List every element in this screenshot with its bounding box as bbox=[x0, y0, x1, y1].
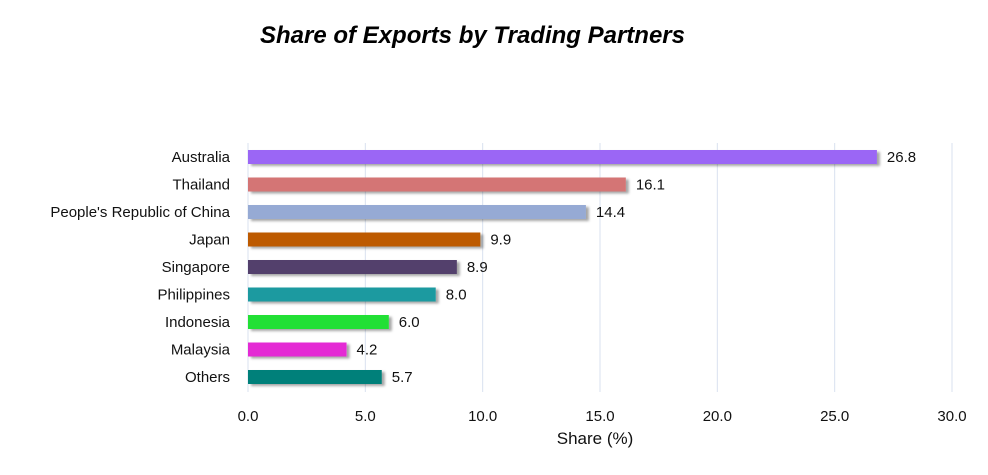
bar bbox=[248, 287, 436, 302]
bar bbox=[248, 342, 347, 357]
x-tick-label: 10.0 bbox=[468, 408, 497, 425]
data-label: 8.9 bbox=[467, 259, 488, 276]
data-label: 26.8 bbox=[887, 149, 916, 166]
x-tick-label: 0.0 bbox=[238, 408, 259, 425]
data-label: 14.4 bbox=[596, 204, 625, 221]
x-tick-label: 30.0 bbox=[937, 408, 966, 425]
x-axis-title: Share (%) bbox=[557, 429, 634, 448]
category-label: Indonesia bbox=[165, 314, 231, 331]
labels: 0.0 5.0 10.0 15.0 20.0 25.0 30.0 Australia 26.8 T… bbox=[50, 149, 966, 425]
category-label: People's Republic of China bbox=[50, 204, 230, 221]
bar bbox=[248, 150, 877, 164]
bars bbox=[248, 150, 877, 384]
bar bbox=[248, 315, 389, 329]
bar bbox=[248, 232, 481, 247]
category-label: Singapore bbox=[162, 259, 230, 276]
bar bbox=[248, 177, 626, 192]
x-tick-label: 20.0 bbox=[703, 408, 732, 425]
data-label: 5.7 bbox=[392, 369, 413, 386]
data-label: 8.0 bbox=[446, 287, 467, 304]
chart-title: Share of Exports by Trading Partners bbox=[259, 22, 685, 49]
data-label: 4.2 bbox=[357, 342, 378, 359]
category-label: Others bbox=[185, 369, 230, 386]
data-label: 16.1 bbox=[636, 177, 665, 194]
category-label: Australia bbox=[172, 149, 231, 166]
x-tick-label: 15.0 bbox=[585, 408, 614, 425]
data-label: 9.9 bbox=[490, 232, 511, 249]
category-label: Thailand bbox=[172, 177, 230, 194]
category-label: Malaysia bbox=[171, 342, 231, 359]
x-tick-label: 25.0 bbox=[820, 408, 849, 425]
bar bbox=[248, 205, 586, 219]
bar bbox=[248, 260, 457, 274]
category-label: Philippines bbox=[157, 287, 230, 304]
category-label: Japan bbox=[189, 232, 230, 249]
data-label: 6.0 bbox=[399, 314, 420, 331]
bar bbox=[248, 370, 382, 384]
x-tick-label: 5.0 bbox=[355, 408, 376, 425]
